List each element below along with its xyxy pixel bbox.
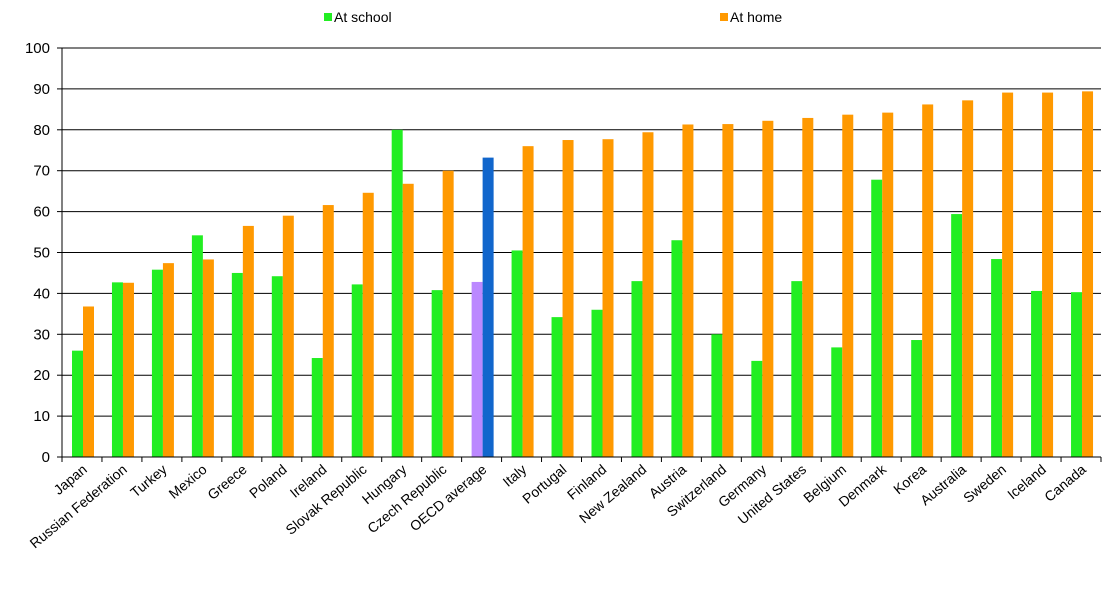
y-tick-label: 30: [33, 326, 50, 343]
bar-at-school: [911, 340, 923, 457]
bar-at-school: [351, 284, 363, 457]
category-label: Australia: [917, 461, 969, 508]
y-tick-label: 10: [33, 408, 50, 425]
bar-at-school: [551, 317, 563, 457]
category-label: Canada: [1041, 461, 1089, 505]
bar-at-home: [162, 263, 174, 457]
bar-at-home: [722, 124, 734, 457]
bar-at-school: [751, 360, 763, 457]
y-tick-label: 50: [33, 245, 50, 262]
bar-at-home: [682, 124, 694, 457]
legend-swatch-at-home: [720, 13, 728, 21]
bar-at-home: [962, 100, 974, 458]
y-tick-label: 100: [25, 40, 50, 57]
category-label: Poland: [246, 461, 290, 501]
bar-at-school: [791, 281, 803, 457]
bar-at-home: [602, 139, 614, 457]
bar-at-home: [322, 205, 334, 457]
bar-at-home: [762, 120, 774, 457]
category-label: Italy: [500, 461, 530, 490]
bar-at-school: [591, 309, 603, 457]
bar-at-home: [442, 170, 454, 457]
legend-label-at-school: At school: [334, 9, 392, 25]
category-label: Mexico: [166, 461, 210, 502]
bar-at-school: [991, 259, 1003, 457]
bar-at-school: [631, 281, 643, 457]
bar-at-school: [391, 129, 403, 458]
bar-at-home: [122, 282, 134, 457]
bar-at-school: [151, 269, 163, 457]
category-label: Turkey: [127, 461, 170, 500]
bar-at-school: [231, 272, 243, 457]
bar-at-home: [1002, 92, 1014, 458]
bar-at-school: [1071, 292, 1083, 457]
legend-item-at-home: At home: [720, 8, 782, 26]
category-label: Greece: [204, 461, 250, 503]
bar-at-home: [562, 140, 574, 457]
bar-at-home: [882, 112, 894, 457]
bar-at-school: [951, 214, 963, 457]
bar-at-home: [282, 215, 294, 457]
y-tick-label: 80: [33, 122, 50, 139]
y-tick-label: 70: [33, 163, 50, 180]
legend-item-at-school: At school: [324, 8, 392, 26]
bar-at-school: [711, 334, 723, 457]
bar-at-home: [1082, 91, 1094, 457]
bar-at-school: [871, 179, 883, 457]
bar-at-school: [671, 240, 683, 457]
category-label: Iceland: [1004, 461, 1049, 502]
y-tick-label: 90: [33, 81, 50, 98]
legend-label-at-home: At home: [730, 9, 783, 25]
bar-at-home: [642, 132, 654, 457]
bar-at-home: [522, 146, 534, 457]
y-tick-label: 40: [33, 285, 50, 302]
y-tick-label: 60: [33, 204, 50, 221]
bar-at-home: [362, 192, 374, 457]
bar-at-school: [72, 350, 83, 457]
bar-at-home: [482, 157, 494, 457]
bar-at-home: [1042, 92, 1054, 458]
bar-at-home: [202, 259, 214, 457]
bar-at-home: [842, 114, 854, 458]
bar-at-school: [511, 250, 523, 457]
bar-at-home: [242, 225, 254, 457]
bar-at-school: [1031, 290, 1043, 457]
bar-at-school: [111, 282, 123, 457]
y-tick-label: 20: [33, 367, 50, 384]
bar-at-school: [191, 235, 203, 457]
bar-at-home: [402, 183, 414, 457]
category-label: Portugal: [519, 461, 569, 507]
y-tick-label: 0: [42, 449, 50, 466]
bar-at-school: [471, 281, 483, 457]
bar-at-home: [83, 306, 94, 457]
legend-swatch-at-school: [324, 13, 332, 21]
bar-at-home: [802, 117, 814, 458]
bar-at-school: [271, 276, 283, 457]
bar-at-school: [311, 358, 323, 457]
category-label: Sweden: [960, 461, 1009, 506]
bar-at-school: [831, 347, 843, 457]
bar-at-home: [922, 104, 934, 457]
bar-at-school: [431, 290, 443, 457]
